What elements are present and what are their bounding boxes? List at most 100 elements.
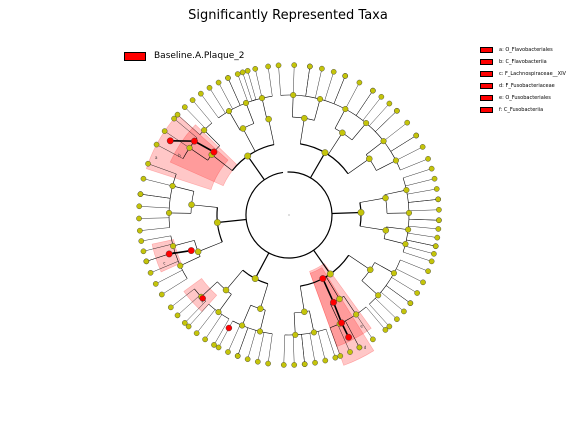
- taxon-node: [140, 248, 147, 255]
- taxon-node: [431, 175, 438, 182]
- taxon-node: [386, 100, 393, 107]
- taxon-node: [136, 215, 142, 222]
- tree-branch: [369, 304, 390, 327]
- highlighted-branch-d: [322, 278, 335, 303]
- tree-branch: [384, 189, 407, 195]
- taxon-node: [428, 258, 435, 265]
- taxon-node: [239, 125, 247, 132]
- taxa-key-legend: a: O_Flavobacteriales b: C_Flavobacteriia…: [480, 44, 566, 116]
- tree-branch: [301, 334, 305, 365]
- taxon-node: [356, 79, 363, 86]
- taxon-node: [137, 227, 143, 234]
- tree-branch: [143, 178, 173, 187]
- taxon-node: [177, 262, 184, 269]
- tree-branch: [305, 66, 311, 97]
- tree-branch: [260, 283, 269, 309]
- taxon-node: [312, 359, 318, 366]
- root-node: [288, 214, 290, 216]
- taxon-node: [194, 248, 202, 255]
- tree-branch: [369, 103, 390, 126]
- taxon-node: [171, 115, 177, 122]
- tree-branch: [400, 158, 429, 171]
- tree-branch: [360, 225, 386, 231]
- key-legend-row: d: F_Fusobacteriaceae: [480, 80, 566, 92]
- taxon-node: [342, 73, 348, 79]
- tree-branch: [218, 82, 233, 110]
- tree-branch: [355, 90, 374, 116]
- key-legend-label: f: C_Fusobacteriia: [499, 107, 544, 113]
- tree-branch: [241, 305, 251, 326]
- tree-branch: [331, 211, 361, 215]
- taxon-node: [292, 331, 299, 338]
- taxon-node: [242, 99, 249, 106]
- taxon-node: [403, 187, 410, 194]
- tree-branch: [348, 255, 371, 271]
- taxon-node: [342, 106, 349, 113]
- taxon-node: [382, 327, 389, 333]
- highlighted-taxon-node: [225, 324, 233, 332]
- taxon-node: [145, 160, 151, 167]
- tree-branch: [237, 73, 249, 103]
- taxon-node: [330, 69, 337, 75]
- taxon-node: [380, 138, 387, 145]
- taxon-node: [370, 336, 376, 343]
- highlight-wedge: [309, 267, 375, 366]
- clade-letter: d: [364, 345, 367, 350]
- tree-branch: [172, 185, 194, 192]
- tree-branch: [188, 304, 209, 327]
- tree-branch: [209, 87, 226, 114]
- highlighted-taxon-node: [166, 137, 174, 145]
- tree-branch: [173, 118, 198, 139]
- tree-branch: [247, 330, 257, 360]
- tree-branch: [299, 286, 305, 312]
- taxon-node: [198, 90, 204, 97]
- taxon-node: [257, 305, 264, 312]
- taxon-node: [339, 129, 346, 137]
- tree-branch: [407, 232, 438, 238]
- highlighted-taxon-node: [187, 247, 195, 254]
- group-legend-label: Baseline.A.Plaque_2: [154, 51, 245, 61]
- key-legend-swatch: [480, 107, 493, 113]
- key-legend-row: e: O_Fusobacteriales: [480, 92, 566, 104]
- taxon-node: [407, 300, 414, 306]
- taxon-node: [394, 108, 400, 114]
- taxon-node: [378, 94, 385, 100]
- tree-branch: [292, 95, 294, 118]
- tree-branch: [261, 98, 268, 120]
- tree-branch: [268, 119, 275, 145]
- highlighted-taxon-node: [319, 275, 327, 282]
- group-legend: Baseline.A.Plaque_2: [124, 51, 245, 61]
- tree-branch: [396, 268, 424, 283]
- taxon-node: [301, 115, 308, 122]
- tree-branch: [362, 96, 382, 121]
- taxon-node: [251, 275, 259, 282]
- taxon-node: [321, 149, 329, 157]
- tree-branch: [375, 110, 398, 132]
- taxon-node: [401, 308, 407, 315]
- figure-title: Significantly Represented Taxa: [188, 8, 388, 23]
- tree-branch: [213, 318, 230, 346]
- tree-branch: [365, 306, 386, 331]
- taxon-node: [169, 182, 176, 189]
- tree-branch: [391, 277, 418, 294]
- key-legend-row: a: O_Flavobacteriales: [480, 44, 566, 56]
- tree-edges: [139, 65, 439, 365]
- tree-branch: [407, 188, 437, 195]
- tree-branch: [292, 65, 295, 96]
- taxon-node: [392, 157, 399, 164]
- taxon-node: [152, 281, 159, 287]
- tree-branch: [299, 118, 305, 144]
- taxon-node: [436, 217, 442, 224]
- taxon-node: [332, 354, 339, 361]
- clade-letter: c: [163, 260, 165, 265]
- taxon-node: [434, 234, 441, 241]
- taxon-node: [326, 270, 334, 278]
- taxon-node: [367, 266, 374, 273]
- taxon-node: [357, 209, 365, 216]
- tree-branch: [403, 251, 432, 262]
- taxon-node: [394, 316, 400, 323]
- tree-branch: [325, 329, 336, 358]
- taxon-node: [432, 243, 439, 249]
- tree-branch: [147, 163, 177, 175]
- taxon-node: [435, 196, 441, 203]
